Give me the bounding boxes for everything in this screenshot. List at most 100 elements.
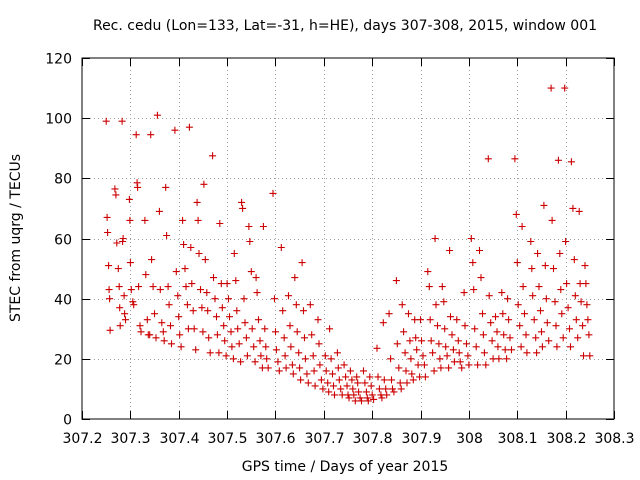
- data-point: [392, 277, 400, 285]
- data-point: [379, 319, 387, 327]
- data-point: [301, 334, 308, 342]
- data-point: [252, 274, 260, 282]
- data-point: [471, 325, 479, 333]
- data-point: [134, 183, 142, 191]
- data-points: [102, 84, 594, 405]
- data-point: [112, 191, 120, 199]
- data-point: [579, 322, 587, 330]
- data-point: [456, 358, 464, 366]
- data-point: [104, 229, 112, 236]
- data-point: [414, 361, 422, 369]
- data-point: [417, 316, 424, 324]
- data-point: [364, 397, 372, 405]
- data-point: [425, 283, 433, 291]
- data-point: [528, 265, 536, 273]
- data-point: [311, 382, 319, 390]
- data-point: [455, 349, 463, 357]
- data-point: [246, 238, 254, 245]
- data-point: [382, 385, 390, 393]
- y-tick-label: 100: [45, 112, 72, 128]
- data-point: [185, 123, 193, 131]
- data-point: [121, 310, 129, 318]
- data-point: [177, 343, 185, 351]
- data-point: [545, 337, 553, 345]
- data-point: [181, 265, 189, 273]
- data-point: [263, 355, 271, 363]
- data-point: [295, 349, 303, 357]
- data-point: [127, 286, 135, 294]
- data-point: [189, 307, 197, 315]
- data-point: [431, 235, 439, 242]
- data-point: [485, 292, 493, 300]
- data-point: [220, 322, 228, 330]
- data-point: [512, 210, 520, 218]
- data-point: [374, 373, 382, 381]
- data-point: [129, 298, 137, 306]
- data-point: [300, 307, 307, 315]
- data-point: [405, 310, 412, 318]
- data-point: [213, 313, 220, 321]
- data-point: [329, 370, 336, 378]
- data-point: [187, 244, 195, 251]
- data-point: [325, 388, 333, 396]
- data-point: [126, 259, 134, 267]
- data-point: [293, 328, 301, 336]
- data-point: [232, 277, 240, 285]
- data-point: [188, 280, 196, 288]
- data-point: [286, 322, 294, 330]
- data-point: [165, 301, 173, 309]
- data-point: [484, 155, 492, 163]
- data-point: [518, 223, 526, 230]
- data-point: [228, 343, 236, 351]
- data-point: [130, 301, 138, 309]
- data-point: [200, 180, 208, 188]
- data-point: [361, 379, 369, 387]
- data-point: [262, 343, 270, 351]
- data-point: [569, 204, 577, 212]
- data-point: [310, 367, 318, 375]
- data-point: [247, 268, 255, 276]
- data-point: [314, 316, 322, 324]
- data-point: [393, 340, 401, 348]
- data-point: [436, 355, 444, 363]
- y-axis-label: STEC from uqrg / TECUs: [8, 154, 24, 322]
- data-point: [141, 216, 149, 224]
- x-tick-label: 307.7: [304, 431, 344, 447]
- data-point: [479, 331, 487, 339]
- data-point: [495, 355, 503, 363]
- data-point: [242, 334, 250, 342]
- data-point: [494, 343, 502, 351]
- x-tick-label: 308.3: [594, 431, 634, 447]
- data-point: [126, 216, 134, 224]
- x-tick-label: 308: [456, 431, 483, 447]
- data-point: [119, 235, 127, 242]
- y-tick-label: 60: [54, 233, 72, 249]
- data-point: [434, 322, 441, 330]
- data-point: [248, 325, 256, 333]
- data-point: [487, 319, 495, 327]
- data-point: [345, 394, 353, 402]
- x-tick-label: 307.2: [62, 431, 102, 447]
- data-point: [203, 289, 211, 297]
- data-point: [479, 310, 486, 318]
- data-point: [543, 319, 551, 327]
- data-point: [388, 376, 395, 384]
- data-point: [194, 216, 202, 224]
- data-point: [421, 373, 429, 381]
- data-point: [279, 307, 287, 315]
- data-point: [540, 201, 548, 209]
- data-point: [363, 394, 371, 402]
- data-point: [106, 295, 114, 303]
- data-point: [163, 232, 171, 239]
- data-point: [470, 286, 478, 294]
- data-point: [461, 322, 469, 330]
- data-point: [241, 319, 249, 327]
- data-point: [453, 316, 461, 324]
- x-tick-label: 308.1: [497, 431, 537, 447]
- data-point: [240, 295, 248, 303]
- data-point: [164, 283, 172, 291]
- y-tick-label: 20: [54, 353, 72, 369]
- data-point: [238, 198, 246, 206]
- data-point: [269, 189, 277, 197]
